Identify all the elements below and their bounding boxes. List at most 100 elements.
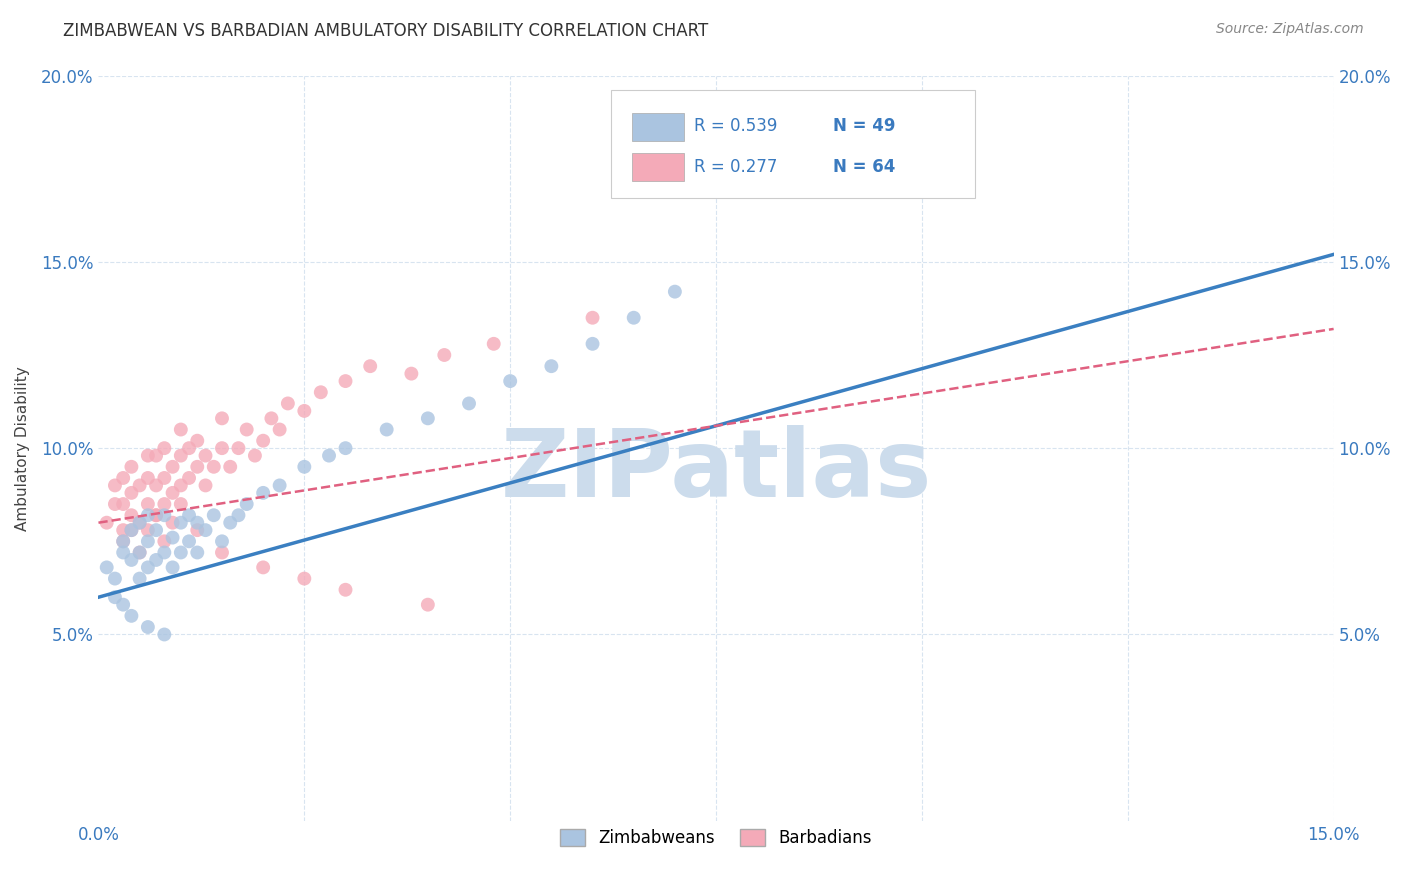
Point xyxy=(153,534,176,549)
Point xyxy=(177,534,200,549)
Point xyxy=(177,441,200,455)
FancyBboxPatch shape xyxy=(633,153,683,181)
Y-axis label: Ambulatory Disability: Ambulatory Disability xyxy=(15,366,30,531)
Point xyxy=(228,441,250,455)
Point xyxy=(136,497,159,511)
Point xyxy=(112,523,135,537)
Point xyxy=(136,534,159,549)
Point xyxy=(170,497,193,511)
Point xyxy=(375,423,398,437)
Point xyxy=(186,516,208,530)
Point xyxy=(136,560,159,574)
Point xyxy=(581,336,603,351)
Point xyxy=(136,620,159,634)
Point xyxy=(120,523,142,537)
Point xyxy=(277,396,299,410)
Text: R = 0.277: R = 0.277 xyxy=(693,158,778,177)
Point xyxy=(335,582,357,597)
Point xyxy=(112,534,135,549)
Point xyxy=(292,572,315,586)
Point xyxy=(186,434,208,448)
Text: Source: ZipAtlas.com: Source: ZipAtlas.com xyxy=(1216,22,1364,37)
Point xyxy=(211,441,233,455)
Point xyxy=(170,449,193,463)
Point xyxy=(228,508,250,523)
Point xyxy=(120,553,142,567)
Point xyxy=(581,310,603,325)
Point xyxy=(128,516,150,530)
Point xyxy=(96,516,118,530)
Point xyxy=(401,367,423,381)
Point xyxy=(309,385,332,400)
Point xyxy=(145,553,167,567)
Point xyxy=(112,545,135,559)
Point xyxy=(243,449,266,463)
Point xyxy=(153,508,176,523)
Point xyxy=(128,516,150,530)
Point xyxy=(162,486,184,500)
Point xyxy=(120,523,142,537)
Point xyxy=(153,441,176,455)
Point xyxy=(359,359,381,374)
Point xyxy=(292,404,315,418)
Point xyxy=(136,508,159,523)
Point xyxy=(194,478,217,492)
Point xyxy=(170,423,193,437)
Point xyxy=(177,508,200,523)
Point xyxy=(104,572,127,586)
Point xyxy=(145,508,167,523)
Point xyxy=(260,411,283,425)
Point xyxy=(194,449,217,463)
Point xyxy=(664,285,686,299)
Point xyxy=(136,523,159,537)
Point xyxy=(416,598,439,612)
Point xyxy=(911,136,934,150)
Point xyxy=(162,516,184,530)
Point xyxy=(120,508,142,523)
Point xyxy=(252,486,274,500)
Point xyxy=(211,545,233,559)
Point xyxy=(219,459,242,474)
Point xyxy=(540,359,562,374)
Point xyxy=(145,478,167,492)
Point xyxy=(170,478,193,492)
Point xyxy=(194,523,217,537)
Point xyxy=(112,534,135,549)
Text: ZIMBABWEAN VS BARBADIAN AMBULATORY DISABILITY CORRELATION CHART: ZIMBABWEAN VS BARBADIAN AMBULATORY DISAB… xyxy=(63,22,709,40)
Point xyxy=(177,471,200,485)
Point xyxy=(162,459,184,474)
Point xyxy=(211,534,233,549)
Point xyxy=(145,523,167,537)
Point xyxy=(104,591,127,605)
Point xyxy=(499,374,522,388)
Point xyxy=(112,497,135,511)
Point xyxy=(269,423,291,437)
Point xyxy=(162,560,184,574)
Point xyxy=(162,531,184,545)
Point xyxy=(235,423,257,437)
Point xyxy=(170,545,193,559)
Point xyxy=(211,411,233,425)
Point xyxy=(153,545,176,559)
Point xyxy=(104,478,127,492)
FancyBboxPatch shape xyxy=(612,90,976,199)
Point xyxy=(136,471,159,485)
FancyBboxPatch shape xyxy=(633,112,683,141)
Point xyxy=(202,508,225,523)
Text: N = 64: N = 64 xyxy=(834,158,896,177)
Point xyxy=(170,516,193,530)
Legend: Zimbabweans, Barbadians: Zimbabweans, Barbadians xyxy=(554,822,879,854)
Point xyxy=(186,459,208,474)
Point xyxy=(120,459,142,474)
Point xyxy=(202,459,225,474)
Point xyxy=(186,523,208,537)
Point xyxy=(433,348,456,362)
Point xyxy=(219,516,242,530)
Point xyxy=(112,598,135,612)
Point xyxy=(335,441,357,455)
Point xyxy=(128,545,150,559)
Point xyxy=(120,486,142,500)
Point xyxy=(145,508,167,523)
Point xyxy=(112,471,135,485)
Text: R = 0.539: R = 0.539 xyxy=(693,117,778,136)
